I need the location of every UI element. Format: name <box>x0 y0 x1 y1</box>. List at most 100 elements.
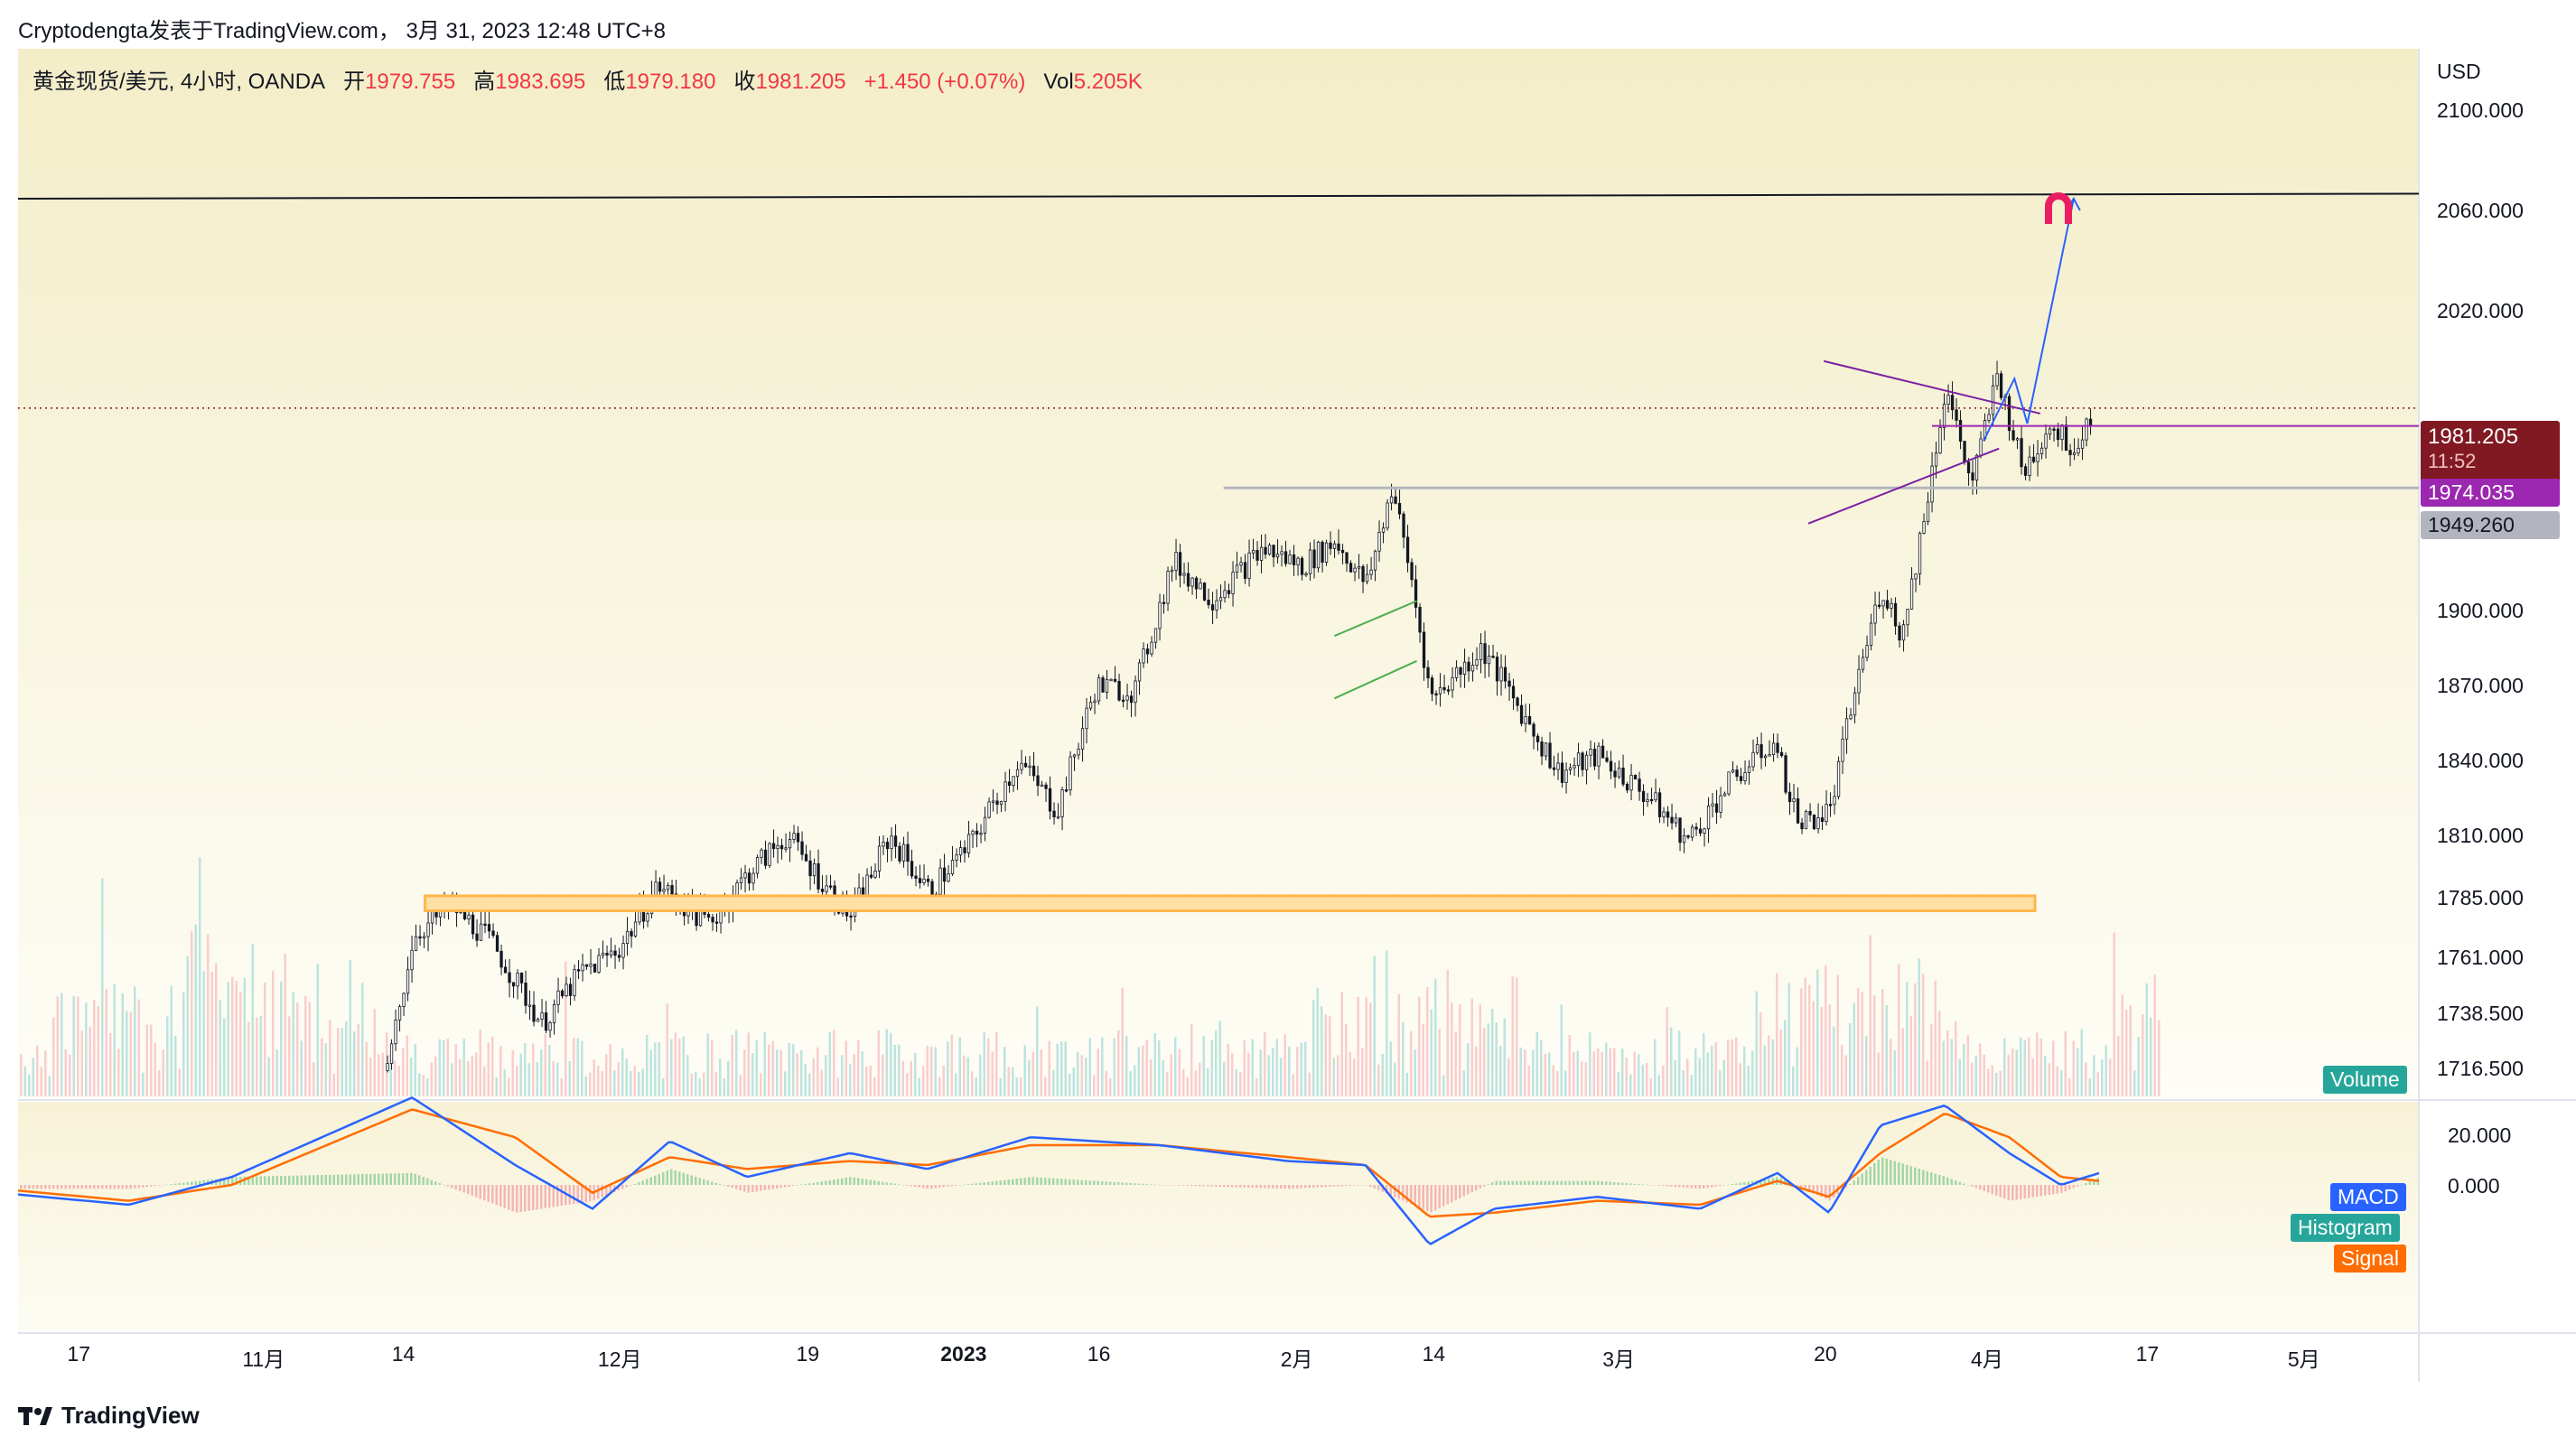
histogram-bar <box>589 1185 592 1202</box>
histogram-bar <box>1015 1179 1018 1185</box>
volume-bar <box>1511 975 1514 1096</box>
histogram-bar <box>219 1178 221 1185</box>
volume-bar <box>1816 969 1819 1096</box>
candle-up <box>1711 803 1714 806</box>
histogram-bar <box>1511 1180 1514 1185</box>
histogram-bar <box>527 1185 530 1211</box>
histogram-bar <box>426 1178 429 1185</box>
histogram-bar <box>763 1185 766 1190</box>
time-tick: 17 <box>2135 1342 2160 1366</box>
histogram-bar <box>1312 1185 1315 1189</box>
volume-bar <box>1288 1046 1291 1096</box>
tradingview-brand[interactable]: TradingView <box>18 1402 200 1430</box>
volume-bar <box>1592 1051 1595 1096</box>
volume-bar <box>1841 1044 1843 1096</box>
volume-bar <box>1869 935 1871 1096</box>
volume-indicator-tag[interactable]: Volume <box>2323 1066 2407 1094</box>
candle-up <box>1499 667 1503 682</box>
histogram-bar <box>633 1183 636 1185</box>
macd-indicator-tag[interactable]: MACD <box>2330 1183 2406 1211</box>
candle-down <box>1194 577 1199 590</box>
volume-bar <box>1121 987 1124 1096</box>
candle-down <box>1402 513 1405 538</box>
volume-bar <box>1649 1077 1652 1096</box>
histogram-bar <box>272 1176 275 1185</box>
histogram-bar <box>548 1185 551 1208</box>
volume-bar <box>601 1070 603 1096</box>
histogram-bar <box>1633 1183 1636 1185</box>
signal-indicator-tag[interactable]: Signal <box>2334 1245 2406 1273</box>
candle-up <box>1088 702 1093 709</box>
candle-up <box>1942 404 1946 428</box>
candle-down <box>1820 817 1825 822</box>
volume-bar <box>23 1066 26 1096</box>
candle-down <box>1101 677 1105 693</box>
volume-bar <box>853 1054 855 1096</box>
candle-down <box>2020 438 2023 468</box>
histogram-bar <box>1955 1180 1957 1185</box>
histogram-bar <box>893 1183 896 1185</box>
volume-bar <box>2031 1058 2034 1096</box>
volume-bar <box>527 1063 530 1096</box>
candle-up <box>2080 439 2085 449</box>
histogram-bar <box>1694 1185 1697 1189</box>
histogram-bar <box>711 1181 714 1185</box>
volume-bar <box>1023 1045 1026 1096</box>
volume-bar <box>2129 1005 2132 1096</box>
candle-up <box>991 800 995 803</box>
histogram-bar <box>36 1185 39 1189</box>
histogram-bar <box>1999 1185 2002 1198</box>
candle-up <box>479 923 483 941</box>
volume-bar <box>280 981 283 1096</box>
volume-bar <box>1682 1069 1685 1096</box>
volume-bar <box>1109 1077 1112 1096</box>
histogram-bar <box>2088 1181 2091 1185</box>
candle-up <box>402 993 406 1008</box>
candle-up <box>1918 533 1922 574</box>
volume-bar <box>1950 1039 1953 1096</box>
histogram-bar <box>1275 1185 1278 1189</box>
volume-bar <box>540 1049 543 1096</box>
volume-bar <box>1629 1074 1632 1096</box>
volume-bar <box>882 1054 884 1096</box>
candle-down <box>1670 816 1674 824</box>
histogram-bar <box>825 1180 827 1185</box>
volume-bar <box>1134 1065 1136 1096</box>
histogram-bar <box>1470 1185 1473 1193</box>
symbol-name[interactable]: 黄金现货/美元, 4小时, OANDA <box>33 70 326 94</box>
histogram-bar <box>1072 1179 1075 1185</box>
histogram-bar <box>646 1179 649 1185</box>
time-axis[interactable]: 17 11月 14 12月 19 2023 16 2月 14 3月 20 4月 17 5月 <box>0 1335 2419 1380</box>
volume-bar <box>532 1043 535 1096</box>
candle-up <box>1353 567 1357 573</box>
candle-up <box>890 835 893 850</box>
volume-bar <box>666 1003 668 1096</box>
histogram-bar <box>739 1185 742 1191</box>
candle-down <box>1064 789 1069 792</box>
macd-axis[interactable]: 20.000 0.000 <box>2421 1102 2576 1331</box>
histogram-bar <box>1231 1185 1234 1188</box>
candle-up <box>609 950 613 956</box>
volume-bar <box>1153 1033 1156 1096</box>
price-axis[interactable]: 2100.000 2060.000 2020.000 1900.000 1870.000… <box>2421 0 2576 1102</box>
histogram-bar <box>1153 1184 1156 1186</box>
candle-down <box>1113 678 1117 682</box>
volume-bar <box>861 1051 863 1096</box>
volume-bar <box>2044 1055 2047 1096</box>
volume-bar <box>1930 1023 1933 1096</box>
currency-label[interactable]: USD <box>2437 60 2481 83</box>
histogram-bar <box>914 1185 917 1188</box>
candle-down <box>1759 744 1763 759</box>
histogram-bar <box>170 1184 173 1185</box>
histogram-bar <box>1332 1185 1335 1187</box>
histogram-bar <box>178 1183 181 1185</box>
volume-bar <box>938 1077 941 1096</box>
price-tick: 2020.000 <box>2437 298 2524 322</box>
magnet-shape <box>2045 192 2072 224</box>
candle-up <box>536 1019 540 1022</box>
volume-bar <box>207 934 210 1096</box>
volume-bar <box>1247 1052 1250 1096</box>
histogram-indicator-tag[interactable]: Histogram <box>2291 1214 2400 1242</box>
histogram-bar <box>1210 1185 1213 1187</box>
